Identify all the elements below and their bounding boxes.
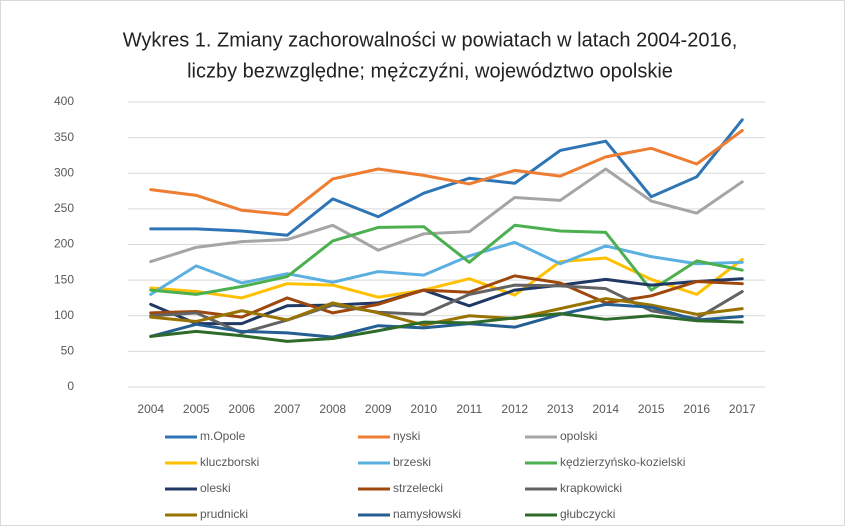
x-tick-label: 2007 bbox=[274, 402, 301, 416]
y-tick-label: 400 bbox=[54, 94, 74, 108]
legend-label: nyski bbox=[393, 429, 420, 443]
y-tick-label: 250 bbox=[54, 201, 74, 215]
y-tick-label: 350 bbox=[54, 130, 74, 144]
legend-label: namysłowski bbox=[393, 507, 461, 521]
x-tick-label: 2010 bbox=[410, 402, 437, 416]
legend-label: kędzierzyńsko-kozielski bbox=[560, 455, 685, 469]
series-line bbox=[149, 240, 744, 296]
legend-label: prudnicki bbox=[200, 507, 248, 521]
x-tick-label: 2006 bbox=[228, 402, 255, 416]
x-tick-label: 2014 bbox=[592, 402, 619, 416]
y-tick-label: 0 bbox=[67, 379, 74, 393]
x-tick-label: 2013 bbox=[547, 402, 574, 416]
x-tick-label: 2005 bbox=[183, 402, 210, 416]
x-tick-label: 2008 bbox=[319, 402, 346, 416]
legend-label: głubczycki bbox=[560, 507, 615, 521]
x-tick-label: 2004 bbox=[137, 402, 164, 416]
y-tick-label: 50 bbox=[61, 344, 75, 358]
x-tick-label: 2016 bbox=[683, 402, 710, 416]
y-tick-label: 150 bbox=[54, 272, 74, 286]
series-line bbox=[149, 256, 744, 300]
legend-label: m.Opole bbox=[200, 429, 246, 443]
series-line bbox=[149, 274, 744, 319]
x-tick-label: 2012 bbox=[501, 402, 528, 416]
series-line bbox=[149, 297, 744, 327]
x-tick-label: 2017 bbox=[729, 402, 756, 416]
series-line bbox=[149, 223, 744, 296]
series-line bbox=[149, 312, 744, 343]
legend-label: oleski bbox=[200, 481, 231, 495]
chart-title: liczby bezwzględne; mężczyźni, województ… bbox=[187, 60, 673, 82]
y-tick-label: 300 bbox=[54, 165, 74, 179]
legend-label: opolski bbox=[560, 429, 597, 443]
series-line bbox=[149, 302, 744, 339]
x-tick-label: 2011 bbox=[456, 402, 482, 416]
x-tick-label: 2015 bbox=[638, 402, 665, 416]
chart-title: Wykres 1. Zmiany zachorowalności w powia… bbox=[123, 29, 738, 51]
legend-label: kluczborski bbox=[200, 455, 259, 469]
series-line bbox=[149, 167, 744, 264]
legend-label: krapkowicki bbox=[560, 481, 622, 495]
x-tick-label: 2009 bbox=[365, 402, 392, 416]
series-line bbox=[149, 129, 744, 217]
series-line bbox=[149, 277, 744, 326]
y-tick-label: 200 bbox=[54, 237, 74, 251]
y-tick-label: 100 bbox=[54, 308, 74, 322]
legend-label: brzeski bbox=[393, 455, 431, 469]
legend-label: strzelecki bbox=[393, 481, 443, 495]
series-line bbox=[149, 118, 744, 237]
